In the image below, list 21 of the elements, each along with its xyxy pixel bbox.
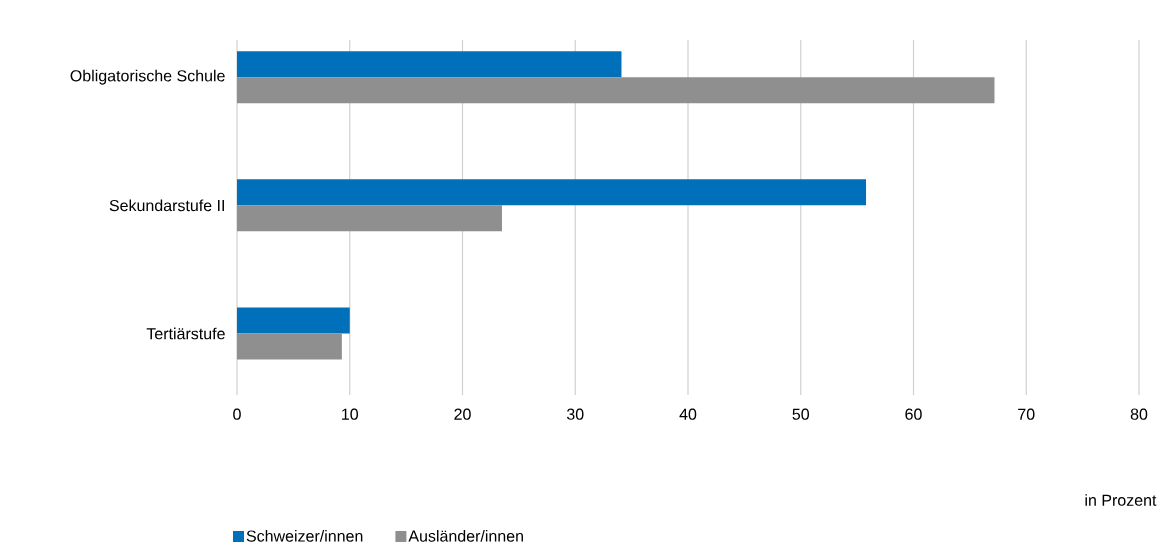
- x-tick-label: 0: [233, 408, 241, 420]
- legend-label: Ausländer/innen: [408, 530, 523, 542]
- x-tick-label: 60: [905, 408, 922, 420]
- y-tick-label: Obligatorische Schule: [70, 69, 225, 85]
- bar: [237, 77, 995, 104]
- bar: [237, 307, 350, 334]
- x-tick-label: 70: [1018, 408, 1035, 420]
- text: in Prozent: [1085, 494, 1157, 506]
- bar: [237, 179, 867, 206]
- bar: [237, 205, 502, 232]
- x-tick-label: 30: [566, 408, 584, 420]
- x-tick-label: 50: [792, 408, 810, 420]
- x-tick-label: 20: [454, 408, 471, 420]
- y-tick-label: Tertiärstufe: [146, 327, 225, 340]
- y-tick-label: Sekundarstufe II: [109, 199, 224, 212]
- legend-label: Schweizer/innen: [246, 530, 363, 542]
- bar: [237, 51, 622, 78]
- bar: [237, 333, 342, 360]
- x-tick-label: 10: [342, 408, 359, 420]
- x-tick-label: 80: [1130, 408, 1148, 420]
- x-tick-label: 40: [679, 408, 697, 420]
